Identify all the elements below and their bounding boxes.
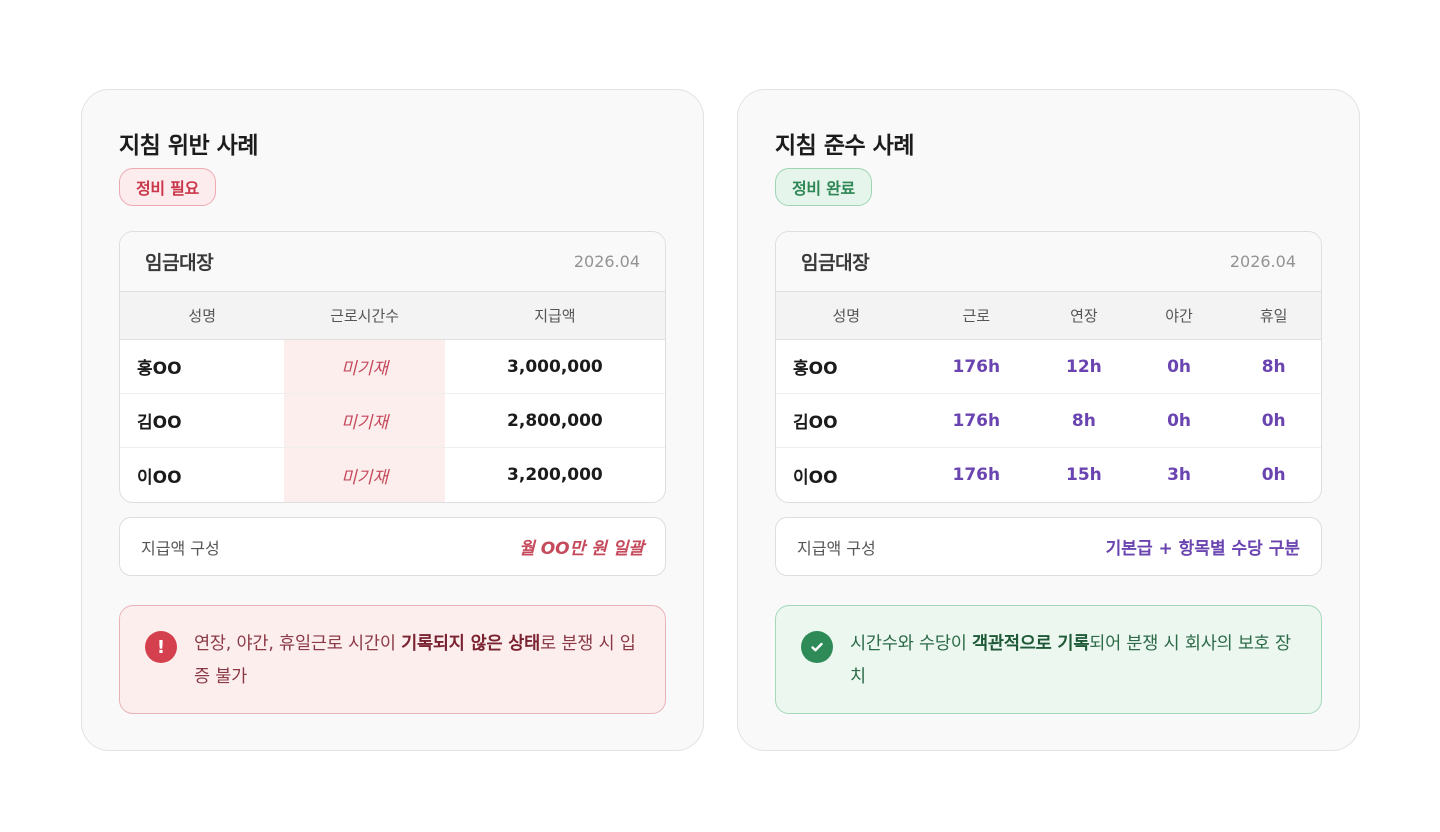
alert-text-after: 되어 분쟁 시 회사의 보호 장치 bbox=[850, 634, 1291, 687]
column-header-night: 야간 bbox=[1165, 307, 1193, 325]
pay-cell: 3,200,000 bbox=[507, 465, 603, 485]
pay-cell: 2,800,000 bbox=[507, 410, 603, 431]
hours-cell: 미기재 bbox=[284, 448, 445, 502]
holiday-hours-cell: 0h bbox=[1261, 410, 1286, 431]
compliance-case-card: 지침 준수 사례 정비 완료 임금대장 2026.04 성명 근로 연장 야간 … bbox=[737, 89, 1360, 751]
column-header-holiday: 휴일 bbox=[1259, 307, 1288, 325]
table-row: 이OO 미기재 3,200,000 bbox=[120, 448, 665, 502]
alert-text-emphasis: 객관적으로 기록 bbox=[972, 634, 1090, 654]
employee-name: 홍OO bbox=[793, 359, 838, 379]
ledger-title: 임금대장 bbox=[145, 252, 214, 274]
night-hours-cell: 0h bbox=[1167, 356, 1191, 377]
status-badge: 정비 완료 bbox=[775, 168, 872, 206]
overtime-hours-cell: 12h bbox=[1066, 356, 1102, 377]
column-header-name: 성명 bbox=[832, 307, 861, 325]
pay-composition-row: 지급액 구성 월 OO만 원 일괄 bbox=[119, 517, 666, 576]
overtime-hours-cell: 8h bbox=[1071, 410, 1096, 431]
wage-ledger-table: 임금대장 2026.04 성명 근로시간수 지급액 홍OO 미기재 3,000,… bbox=[119, 231, 666, 503]
table-row: 김OO 미기재 2,800,000 bbox=[120, 394, 665, 448]
column-header-overtime: 연장 bbox=[1070, 307, 1098, 325]
column-header-row: 성명 근로시간수 지급액 bbox=[120, 292, 665, 340]
employee-name: 김OO bbox=[137, 413, 182, 433]
exclamation-icon: ! bbox=[145, 631, 177, 663]
pay-composition-label: 지급액 구성 bbox=[797, 538, 876, 558]
employee-name: 김OO bbox=[793, 413, 838, 433]
alert-message: 시간수와 수당이 객관적으로 기록되어 분쟁 시 회사의 보호 장치 bbox=[850, 628, 1296, 694]
wage-ledger-table: 임금대장 2026.04 성명 근로 연장 야간 휴일 홍OO 176h 12h… bbox=[775, 231, 1322, 503]
employee-name: 홍OO bbox=[137, 359, 182, 379]
employee-name: 이OO bbox=[793, 467, 838, 488]
warning-alert: ! 연장, 야간, 휴일근로 시간이 기록되지 않은 상태로 분쟁 시 입증 불… bbox=[119, 605, 666, 714]
column-header-name: 성명 bbox=[188, 307, 216, 325]
holiday-hours-cell: 8h bbox=[1261, 356, 1286, 377]
overtime-hours-cell: 15h bbox=[1066, 465, 1102, 485]
holiday-hours-cell: 0h bbox=[1261, 465, 1286, 485]
success-alert: 시간수와 수당이 객관적으로 기록되어 분쟁 시 회사의 보호 장치 bbox=[775, 605, 1322, 714]
ledger-date: 2026.04 bbox=[1229, 252, 1296, 271]
pay-composition-value: 월 OO만 원 일괄 bbox=[519, 539, 644, 559]
regular-hours-cell: 176h bbox=[952, 410, 1001, 431]
column-header-regular: 근로 bbox=[962, 307, 991, 325]
hours-cell: 미기재 bbox=[284, 394, 445, 447]
ledger-title: 임금대장 bbox=[801, 252, 870, 274]
night-hours-cell: 0h bbox=[1167, 410, 1191, 431]
table-row: 홍OO 176h 12h 0h 8h bbox=[776, 340, 1321, 394]
column-header-hours: 근로시간수 bbox=[330, 307, 400, 325]
check-circle-icon bbox=[801, 631, 833, 663]
pay-composition-value: 기본급 + 항목별 수당 구분 bbox=[1105, 539, 1300, 559]
employee-name: 이OO bbox=[137, 467, 182, 488]
alert-text-after: 로 분쟁 시 입증 불가 bbox=[194, 634, 636, 687]
ledger-date: 2026.04 bbox=[573, 252, 640, 271]
pay-cell: 3,000,000 bbox=[507, 356, 603, 377]
regular-hours-cell: 176h bbox=[952, 465, 1001, 485]
alert-text-before: 연장, 야간, 휴일근로 시간이 bbox=[194, 634, 402, 654]
alert-text-emphasis: 기록되지 않은 상태 bbox=[401, 634, 541, 654]
night-hours-cell: 3h bbox=[1167, 465, 1191, 485]
alert-text-before: 시간수와 수당이 bbox=[850, 634, 973, 654]
ledger-header: 임금대장 2026.04 bbox=[776, 232, 1321, 292]
card-title: 지침 준수 사례 bbox=[775, 133, 914, 159]
card-title: 지침 위반 사례 bbox=[119, 133, 258, 159]
regular-hours-cell: 176h bbox=[952, 356, 1001, 377]
table-row: 김OO 176h 8h 0h 0h bbox=[776, 394, 1321, 448]
column-header-pay: 지급액 bbox=[534, 307, 576, 325]
ledger-header: 임금대장 2026.04 bbox=[120, 232, 665, 292]
table-row: 홍OO 미기재 3,000,000 bbox=[120, 340, 665, 394]
alert-message: 연장, 야간, 휴일근로 시간이 기록되지 않은 상태로 분쟁 시 입증 불가 bbox=[194, 628, 640, 694]
pay-composition-label: 지급액 구성 bbox=[141, 538, 220, 558]
violation-case-card: 지침 위반 사례 정비 필요 임금대장 2026.04 성명 근로시간수 지급액… bbox=[81, 89, 704, 751]
status-badge: 정비 필요 bbox=[119, 168, 216, 206]
hours-cell: 미기재 bbox=[284, 340, 445, 393]
table-row: 이OO 176h 15h 3h 0h bbox=[776, 448, 1321, 502]
column-header-row: 성명 근로 연장 야간 휴일 bbox=[776, 292, 1321, 340]
pay-composition-row: 지급액 구성 기본급 + 항목별 수당 구분 bbox=[775, 517, 1322, 576]
